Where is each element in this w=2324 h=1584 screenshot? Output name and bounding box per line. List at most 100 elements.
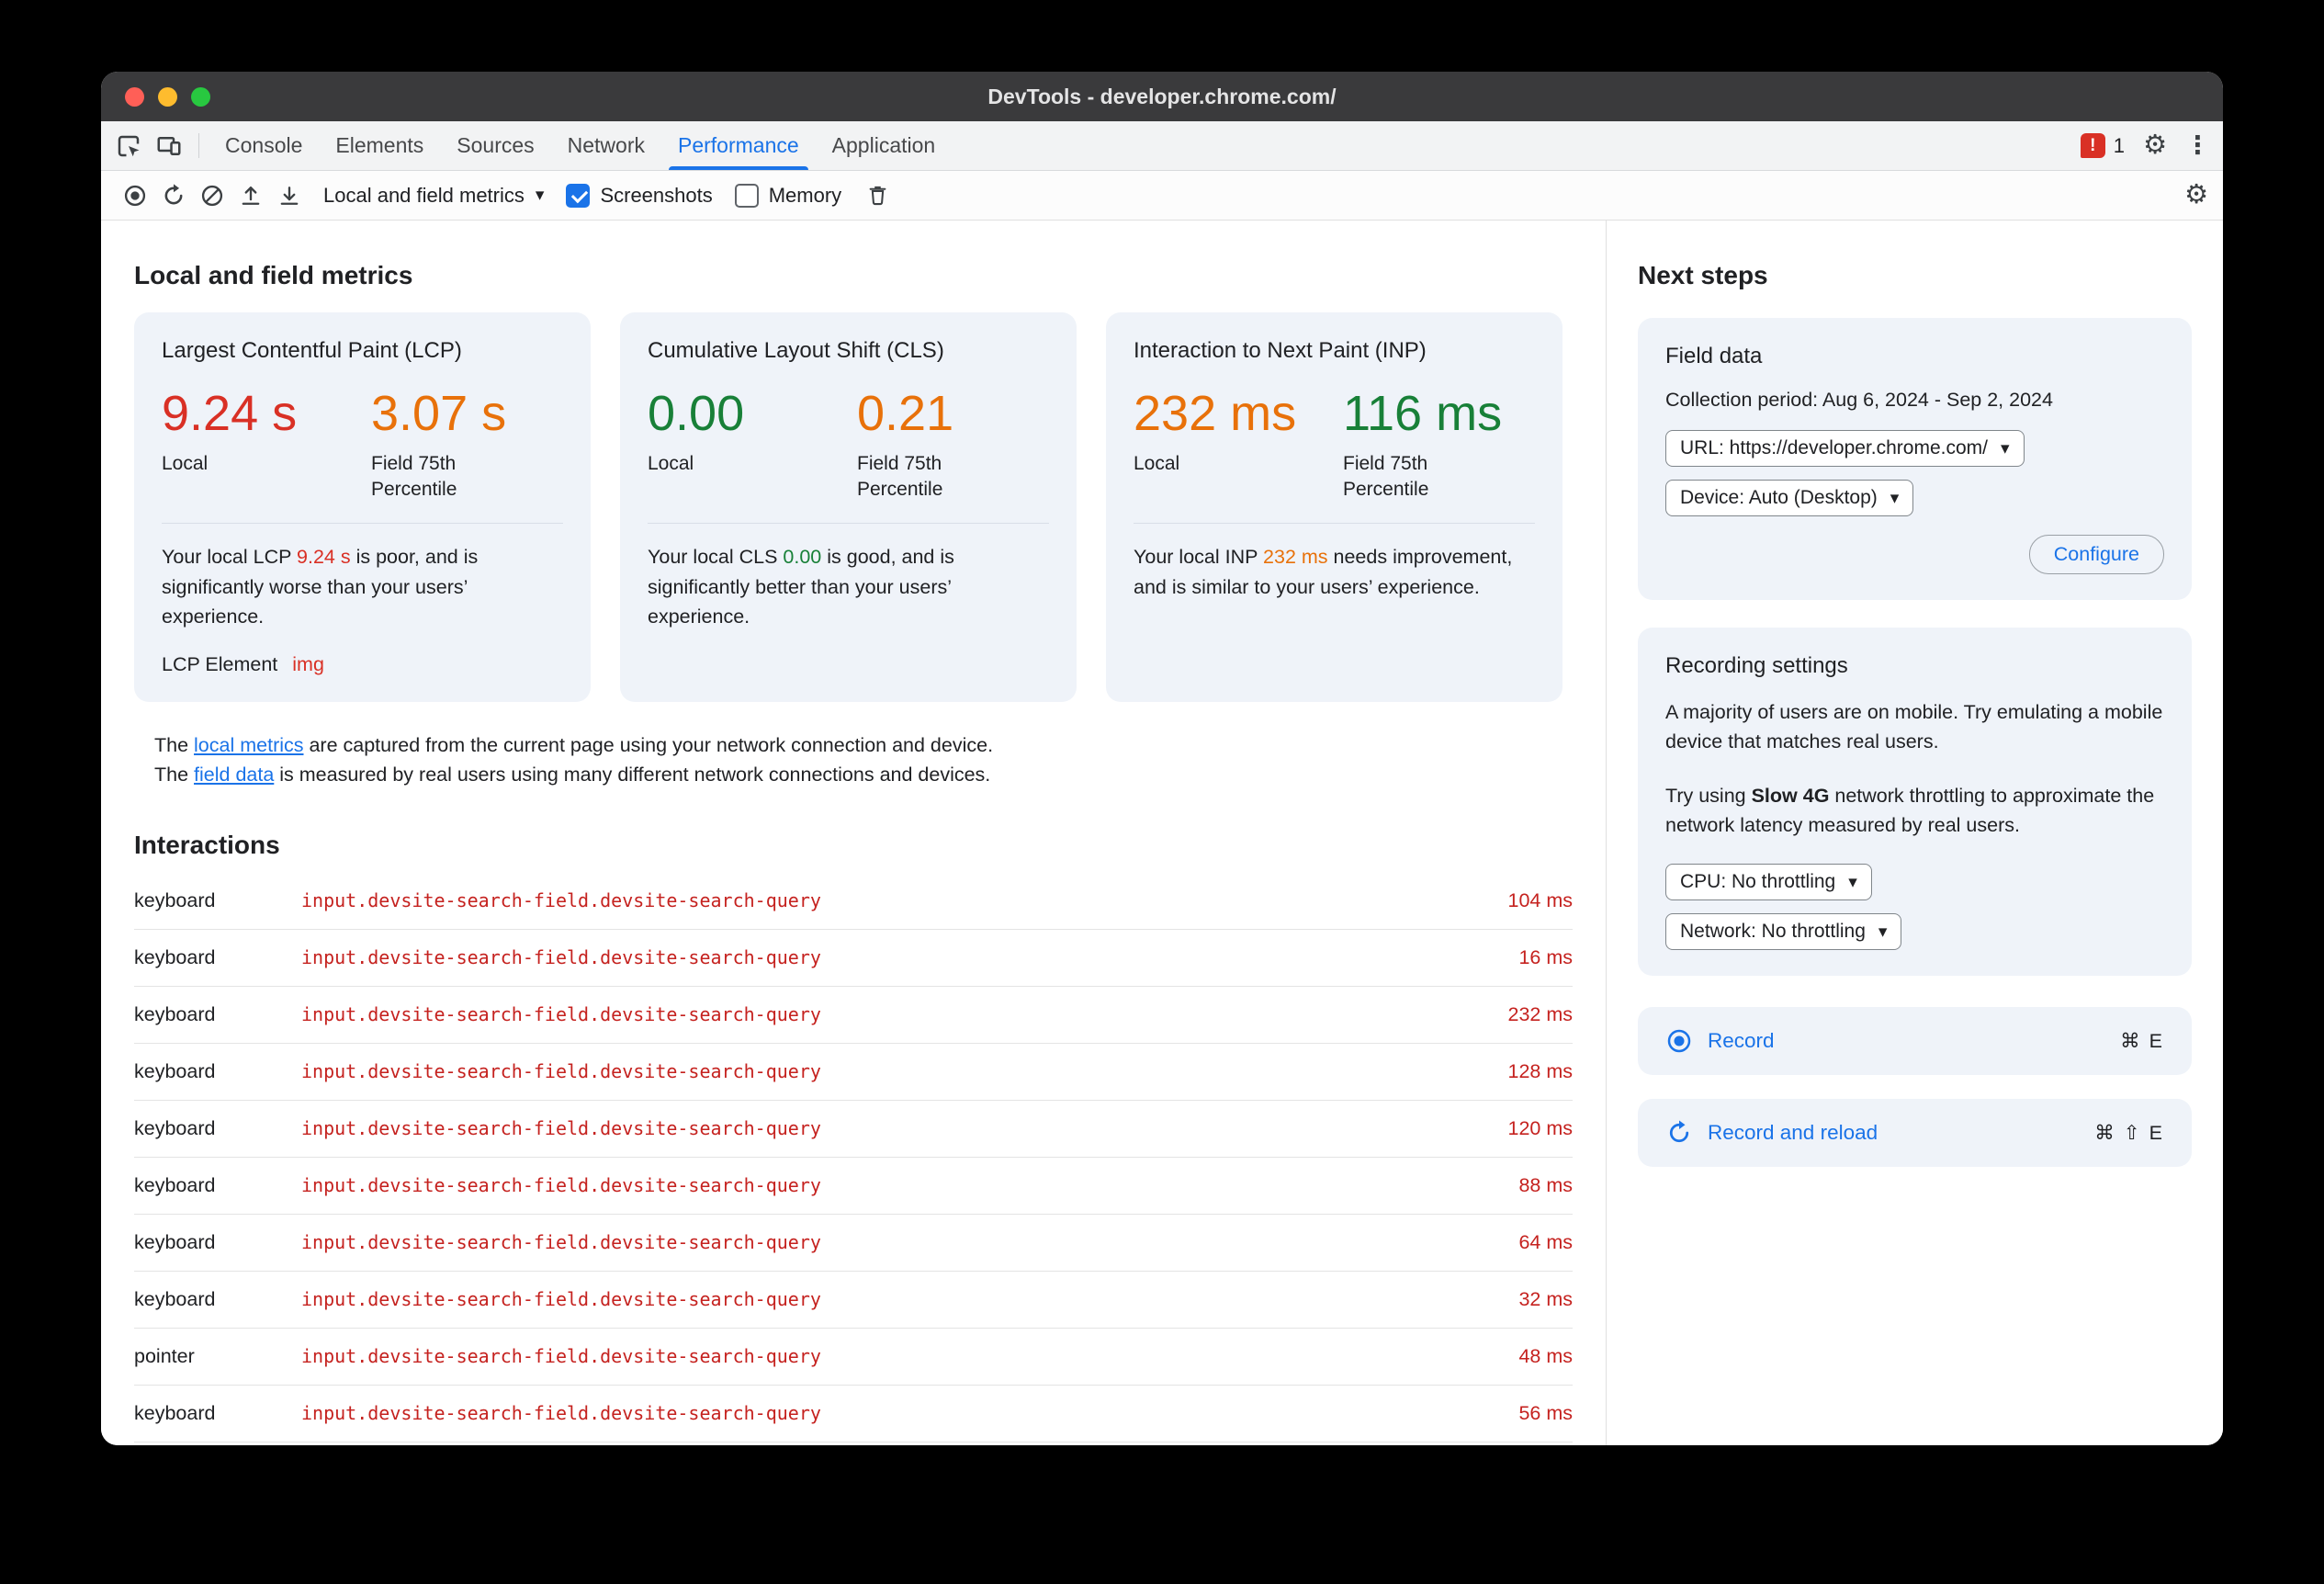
interaction-type: pointer [134,1344,195,1367]
reload-record-icon[interactable] [154,176,193,215]
record-icon [1665,1027,1693,1055]
record-toolbar-icon[interactable] [116,176,154,215]
record-button[interactable]: Record ⌘ E [1638,1007,2192,1076]
reload-icon [1665,1119,1693,1147]
interaction-duration: 120 ms [1507,1116,1573,1139]
device-select[interactable]: Device: Auto (Desktop) ▾ [1665,480,1914,517]
interaction-row: keyboard input.devsite-search-field.devs… [134,1272,1573,1329]
inp-local-value: 232 ms [1134,386,1297,441]
interaction-row: keyboard input.devsite-search-field.devs… [134,930,1573,987]
clear-icon[interactable] [193,176,231,215]
inspect-element-icon[interactable] [108,121,149,170]
toolbar-divider [198,133,199,158]
interaction-row: pointer input.devsite-search-field.devsi… [134,1329,1573,1386]
interaction-row: keyboard input.devsite-search-field.devs… [134,1215,1573,1272]
interaction-target-link[interactable]: input.devsite-search-field.devsite-searc… [301,1288,821,1311]
capture-settings-gear-icon[interactable]: ⚙ [2184,180,2208,209]
interaction-target-link[interactable]: input.devsite-search-field.devsite-searc… [301,1402,821,1425]
tab-elements[interactable]: Elements [335,133,424,157]
view-mode-select[interactable]: Local and field metrics ▾ [323,184,544,208]
recording-settings-title: Recording settings [1665,653,1848,679]
device-toolbar-icon[interactable] [149,121,189,170]
memory-checkbox[interactable]: Memory [734,183,841,208]
console-errors-badge[interactable]: ! 1 [2080,133,2125,158]
local-label: Local [648,452,694,474]
interaction-target-link[interactable]: input.devsite-search-field.devsite-searc… [301,1345,821,1368]
collect-garbage-icon[interactable] [858,176,897,215]
tab-console[interactable]: Console [225,133,303,157]
interaction-target-link[interactable]: input.devsite-search-field.devsite-searc… [301,1231,821,1254]
lcp-inline-value: 9.24 s [297,546,351,569]
interaction-duration: 56 ms [1518,1401,1573,1424]
interaction-target-link[interactable]: input.devsite-search-field.devsite-searc… [301,1003,821,1026]
field-data-card: Field data Collection period: Aug 6, 202… [1638,318,2192,601]
screenshots-checkbox[interactable]: Screenshots [566,183,713,208]
metric-card-lcp: Largest Contentful Paint (LCP) 9.24 s Lo… [134,312,591,703]
inp-field-value: 116 ms [1343,386,1503,441]
interaction-row: keyboard input.devsite-search-field.devs… [134,1044,1573,1101]
tab-performance[interactable]: Performance [661,121,816,170]
lcp-field-value: 3.07 s [371,386,507,441]
card-divider [1134,523,1535,525]
interaction-type: keyboard [134,1401,216,1424]
interaction-type: keyboard [134,945,216,968]
interaction-type: keyboard [134,888,216,911]
interaction-duration: 16 ms [1518,945,1573,968]
lcp-local-value: 9.24 s [162,386,298,441]
field-label: Field 75th Percentile [1343,452,1429,501]
upload-profile-icon[interactable] [231,176,270,215]
cpu-throttle-select[interactable]: CPU: No throttling ▾ [1665,864,1872,901]
interaction-target-link[interactable]: input.devsite-search-field.devsite-searc… [301,1060,821,1083]
footnote-line-1: The local metrics are captured from the … [154,734,994,757]
interaction-type: keyboard [134,1116,216,1139]
chevron-down-icon: ▾ [2001,438,2010,458]
interaction-target-link[interactable]: input.devsite-search-field.devsite-searc… [301,1174,821,1197]
tab-network[interactable]: Network [567,133,645,157]
card-divider [162,523,563,525]
interaction-duration: 104 ms [1507,888,1573,911]
interaction-target-link[interactable]: input.devsite-search-field.devsite-searc… [301,946,821,969]
error-count: 1 [2113,133,2125,157]
network-throttle-select[interactable]: Network: No throttling ▾ [1665,913,1902,951]
footnote-line-2: The field data is measured by real users… [154,763,991,786]
cls-description: Your local CLS 0.00 is good, and is sign… [648,546,954,628]
tab-sources[interactable]: Sources [457,133,535,157]
field-data-link[interactable]: field data [194,763,275,786]
settings-gear-icon[interactable]: ⚙ [2143,130,2167,160]
record-and-reload-button[interactable]: Record and reload ⌘ ⇧ E [1638,1099,2192,1168]
metric-card-title: Cumulative Layout Shift (CLS) [648,338,944,363]
record-and-reload-shortcut: ⌘ ⇧ E [2094,1121,2164,1144]
interaction-target-link[interactable]: input.devsite-search-field.devsite-searc… [301,889,821,912]
url-select[interactable]: URL: https://developer.chrome.com/ ▾ [1665,430,2025,468]
recording-settings-card: Recording settings A majority of users a… [1638,628,2192,977]
interaction-duration: 128 ms [1507,1059,1573,1082]
lcp-element-row: LCP Element img [162,653,563,676]
devtools-window: DevTools - developer.chrome.com/ Console… [101,72,2223,1445]
minimize-window-button[interactable] [158,86,177,107]
zoom-window-button[interactable] [191,86,210,107]
interaction-target-link[interactable]: input.devsite-search-field.devsite-searc… [301,1117,821,1140]
close-window-button[interactable] [125,86,144,107]
screenshots-label: Screenshots [600,183,713,207]
interaction-duration: 88 ms [1518,1173,1573,1196]
local-metrics-link[interactable]: local metrics [194,734,304,757]
interaction-duration: 64 ms [1518,1230,1573,1253]
interaction-row: keyboard input.devsite-search-field.devs… [134,987,1573,1044]
lcp-description: Your local LCP 9.24 s is poor, and is si… [162,546,479,628]
record-shortcut: ⌘ E [2120,1029,2164,1052]
lcp-element-link[interactable]: img [292,653,324,676]
download-profile-icon[interactable] [270,176,309,215]
panel-tabs: Console Elements Sources Network Perform… [209,121,952,170]
window-titlebar[interactable]: DevTools - developer.chrome.com/ [101,72,2223,121]
more-options-icon[interactable]: ⋮ [2185,131,2210,159]
throttling-tip-text: Try using Slow 4G network throttling to … [1665,784,2155,836]
metric-card-title: Largest Contentful Paint (LCP) [162,338,462,363]
local-label: Local [162,452,209,474]
interaction-row: keyboard input.devsite-search-field.devs… [134,873,1573,930]
next-steps-sidebar: Next steps Field data Collection period:… [1606,221,2223,1445]
metric-cards: Largest Contentful Paint (LCP) 9.24 s Lo… [134,312,1573,703]
metrics-main: Local and field metrics Largest Contentf… [101,221,1606,1445]
devtools-tabbar: Console Elements Sources Network Perform… [101,121,2223,171]
configure-button[interactable]: Configure [2028,535,2164,575]
tab-application[interactable]: Application [831,133,936,157]
